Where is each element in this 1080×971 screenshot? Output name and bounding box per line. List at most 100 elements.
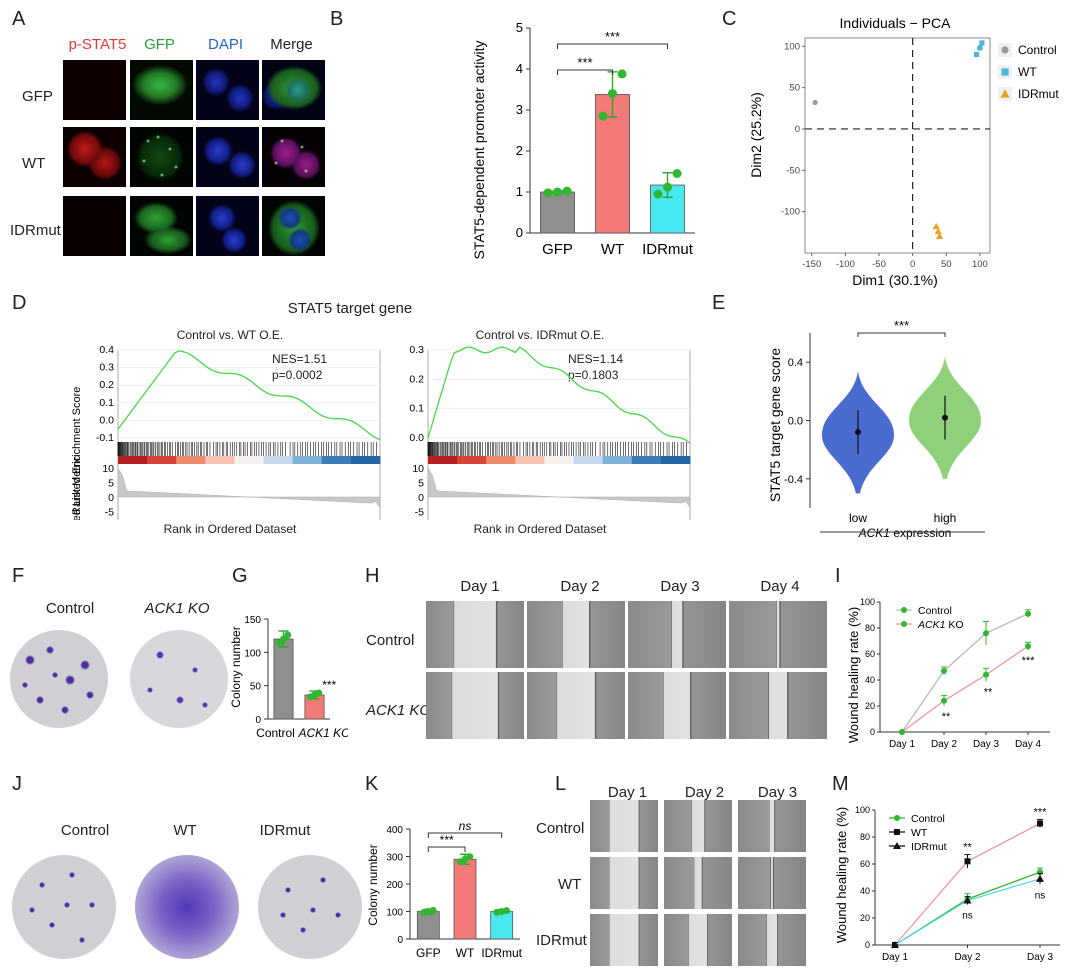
tile-gfp-dapi [196, 60, 259, 120]
metric-tick-label-0: 5 [108, 478, 114, 490]
legend-marker-0 [894, 815, 900, 821]
point-wt-1 [977, 45, 983, 51]
chart-d: Ranked Enrichment Score Ranked List Metr… [71, 344, 691, 520]
series-point-1-3 [1025, 643, 1031, 650]
point-0-2 [562, 186, 572, 196]
rank-bar-1 [602, 456, 633, 464]
wound-tile-r0-c0 [590, 800, 658, 852]
rank-bar-0 [147, 456, 177, 464]
legend-marker-1 [894, 829, 900, 835]
wound-tile-r0-c0 [426, 601, 524, 668]
chart-e-plot: -0.4 0.0 0.4 low high *** [784, 318, 985, 533]
point-0-1 [429, 906, 437, 914]
h-row-ko: ACK1 KO [366, 702, 432, 719]
x-tick-label-0: Control [256, 726, 295, 740]
y-tick-label: 5 [516, 20, 523, 35]
sig-top-0: ** [963, 842, 972, 854]
sig-bottom-0: ns [962, 911, 973, 922]
metric-tick-label-1: 10 [412, 463, 424, 475]
metric-tick-label-0: -5 [105, 507, 114, 519]
chart-i-plot: 0 20 40 60 80 100 Day 1 Day 2 Day 3 Day 4 Control A… [860, 597, 1050, 750]
y-tick-label: 0 [516, 225, 523, 240]
chart-c-xlabel: Dim1 (30.1%) [852, 272, 938, 288]
series-point-1-2 [983, 671, 989, 678]
panel-label-e: E [712, 292, 726, 314]
tile-gfp-merge [262, 60, 325, 120]
series-line-1 [901, 645, 1029, 733]
wound-tile-r0-c2 [738, 800, 806, 852]
legend-marker-0 [1001, 46, 1009, 54]
sig-label-0: *** [440, 833, 454, 847]
row-label-idrmut: IDRmut [10, 222, 61, 239]
point-control-0 [812, 99, 818, 106]
x-tick-label-0: GFP [542, 241, 573, 258]
metric-tick-label-0: 0 [108, 492, 114, 504]
chart-e: STAT5 target gene score ACK1 expression … [767, 318, 985, 540]
sig-label: *** [894, 318, 909, 333]
rank-bar-0 [118, 456, 148, 464]
panel-label-b: B [330, 8, 344, 30]
panel-label-k: K [365, 773, 379, 795]
y-tick-label: 80 [860, 832, 870, 842]
tile-idrmut-merge [262, 196, 325, 256]
wound-tile-r2-c0 [590, 914, 658, 966]
point-wt-0 [973, 51, 980, 58]
panel-label-i: I [835, 565, 841, 587]
point-1-2 [617, 69, 627, 79]
chart-m-ylabel: Wound healing rate (%) [834, 807, 849, 943]
metric-tick-label-1: -5 [415, 507, 424, 519]
legend-label-1: WT [911, 827, 928, 839]
chart-d-plot: -0.10.00.10.20.30.41050-5100002000030000… [96, 344, 691, 520]
es-tick-label-0: 0.4 [99, 344, 114, 356]
y-tick-label: 50 [250, 682, 262, 693]
x-tick-label: -50 [872, 259, 886, 270]
legend-label-gene-1: ACK1 [917, 619, 945, 631]
y-tick-label: 200 [386, 880, 403, 891]
rank-bar-1 [515, 456, 545, 464]
panel-d-right-subtitle: Control vs. IDRmut O.E. [475, 328, 605, 342]
sig-bracket-0 [557, 69, 613, 75]
tile-gfp-gfp [130, 60, 193, 120]
panel-f-label-control: Control [45, 600, 95, 617]
y-tick-label: 3 [516, 102, 523, 117]
series-point-0-2 [983, 630, 989, 637]
panel-d-title: STAT5 target gene [287, 300, 413, 317]
legend-marker-1 [901, 621, 907, 627]
tile-wt-merge [262, 127, 325, 187]
colony-plate-j-idrmut [258, 855, 362, 959]
col-label-gfp: GFP [144, 36, 175, 53]
rank-bar-1 [486, 456, 516, 464]
panel-f-label-ko: ACK1 KO [144, 600, 210, 617]
rank-bar-0 [205, 456, 235, 464]
panel-label-m: M [832, 773, 849, 795]
sig-bracket [857, 332, 946, 337]
h-day-1: Day 1 [460, 578, 500, 595]
point-idrmut-1 [934, 227, 942, 235]
y-tick-label: 2 [516, 143, 523, 158]
point-1-0 [598, 111, 608, 121]
y-tick-label: 4 [516, 61, 523, 76]
point-0-1 [284, 631, 292, 639]
es-tick-label-1: 0.2 [409, 373, 424, 385]
sig-label-1: ** [984, 686, 993, 698]
y-tick-label: 300 [386, 853, 403, 864]
row-label-gfp: GFP [22, 88, 53, 105]
x-tick-label-1: ACK1 KO [297, 726, 348, 740]
es-tick-label-0: 0.3 [99, 362, 114, 374]
y-tick-label: 50 [789, 83, 800, 94]
panel-l-wound: Day 1 Day 2 Day 3 Control WT IDRmut [530, 780, 820, 970]
y-tick-label: 100 [860, 597, 875, 607]
y-tick-label: 100 [855, 805, 870, 815]
legend-label-suffix-1: KO [945, 619, 963, 631]
x-tick-label-2: IDRmut [481, 946, 522, 960]
sig-bottom-1: ns [1035, 890, 1046, 901]
l-day-2: Day 2 [684, 784, 725, 801]
rank-bar-0 [321, 456, 352, 464]
x-tick-label-1: WT [456, 946, 475, 960]
panel-d-right-nes: NES=1.14 [568, 352, 624, 366]
y-tick-label: 0.4 [788, 357, 803, 369]
bar-0 [273, 638, 294, 720]
series-point-1-2 [1037, 820, 1043, 827]
x-tick-label-high: high [934, 511, 957, 525]
wound-tile-r1-c0 [590, 857, 658, 909]
